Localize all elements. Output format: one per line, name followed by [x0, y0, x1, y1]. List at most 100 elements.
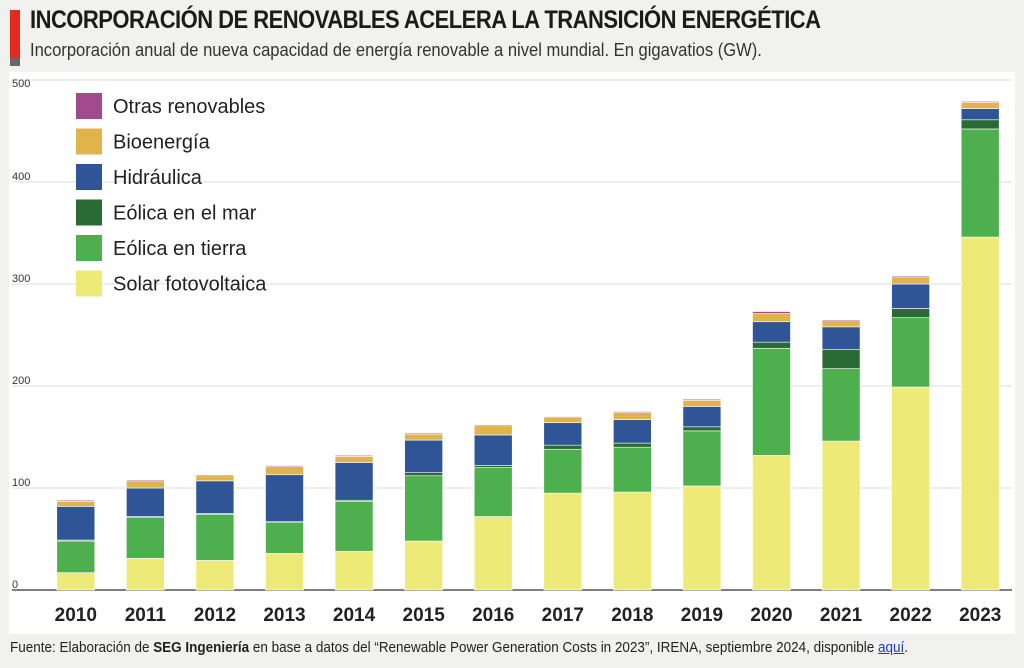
bar-segment: [56, 500, 96, 507]
bar-segment: [891, 283, 930, 309]
bar-segment: [56, 506, 96, 541]
bar-segment: [265, 466, 304, 476]
y-tick-label: 0: [12, 579, 18, 591]
bar-segment: [473, 424, 513, 427]
bar-segment: [334, 456, 374, 463]
legend-label: Bioenergía: [113, 132, 211, 154]
source-link[interactable]: aquí: [878, 640, 905, 656]
bar-segment: [821, 348, 861, 369]
bar-segment: [543, 444, 583, 450]
bar-segment: [682, 485, 722, 591]
bar-segment: [543, 448, 583, 494]
bar-segment: [126, 558, 165, 591]
footer-org: SEG Ingeniería: [153, 640, 250, 656]
chart-subtitle: Incorporación anual de nueva capacidad d…: [30, 40, 762, 60]
bar-segment: [752, 321, 791, 343]
legend-swatch: [76, 235, 102, 261]
bar-segment: [543, 492, 583, 591]
bar-segment: [126, 479, 165, 482]
x-tick-label: 2014: [333, 605, 376, 626]
bar-segment: [404, 433, 443, 441]
bar-segment: [195, 480, 235, 514]
y-tick-label: 300: [12, 273, 30, 285]
bar-segment: [334, 500, 374, 552]
bar-segment: [752, 313, 791, 323]
x-tick-label: 2015: [403, 605, 446, 626]
legend-label: Eólica en el mar: [113, 203, 257, 225]
bar-segment: [543, 422, 583, 446]
bar-segment: [195, 560, 235, 591]
footer-suffix: .: [904, 640, 909, 656]
bar-segment: [891, 308, 930, 318]
bar-segment: [195, 475, 235, 482]
bar-segment: [543, 417, 583, 424]
bar-segment: [195, 514, 235, 561]
legend-swatch: [76, 164, 102, 190]
bar-segment: [752, 341, 791, 349]
bar-segment: [682, 426, 722, 432]
x-tick-label: 2020: [750, 605, 792, 626]
bar-segment: [404, 540, 443, 591]
bar-segment: [613, 412, 652, 420]
bar-segment: [682, 430, 722, 487]
title-accent-bar: [10, 10, 20, 58]
legend-swatch: [76, 270, 102, 297]
legend-swatch: [76, 199, 102, 226]
bar-segment: [821, 319, 861, 322]
bar-segment: [960, 102, 1000, 109]
legend-swatch: [76, 93, 102, 119]
bar-segment: [891, 317, 930, 388]
y-tick-label: 200: [12, 375, 30, 387]
bar-segment: [473, 434, 513, 466]
bar-segment: [126, 487, 165, 517]
bar-segment: [56, 540, 96, 573]
y-tick-label: 500: [12, 78, 30, 90]
bar-segment: [613, 411, 652, 413]
source-footer: Fuente: Elaboración de SEG Ingeniería en…: [10, 640, 908, 656]
x-tick-label: 2016: [472, 605, 514, 626]
title-accent-bar-grey: [10, 58, 20, 66]
x-tick-label: 2022: [890, 605, 932, 626]
bar-segment: [752, 311, 791, 314]
x-tick-label: 2023: [959, 605, 1001, 626]
bar-segment: [682, 406, 722, 428]
bar-segment: [56, 572, 96, 591]
legend-label: Otras renovables: [113, 96, 265, 118]
bar-segment: [56, 499, 96, 502]
bar-segment: [960, 101, 1000, 103]
bar-segment: [960, 128, 1000, 238]
footer-prefix: Fuente: Elaboración de: [10, 640, 154, 656]
bar-segment: [404, 432, 443, 435]
bar-segment: [821, 368, 861, 442]
bar-segment: [334, 550, 374, 591]
x-tick-label: 2011: [125, 605, 167, 626]
bar-segment: [821, 440, 861, 591]
bar-segment: [682, 399, 722, 407]
bar-segment: [613, 419, 652, 444]
bar-segment: [891, 386, 930, 591]
bar-segment: [404, 439, 443, 473]
x-tick-label: 2012: [194, 605, 236, 626]
bar-segment: [473, 465, 513, 468]
legend-label: Hidráulica: [113, 167, 203, 189]
bar-segment: [334, 455, 374, 457]
legend-swatch: [76, 128, 102, 155]
legend-label: Solar fotovoltaica: [113, 274, 267, 296]
bar-segment: [473, 516, 513, 591]
bar-segment: [891, 275, 930, 278]
bar-segment: [891, 276, 930, 285]
bar-segment: [404, 472, 443, 477]
bar-segment: [752, 347, 791, 456]
x-tick-label: 2013: [263, 605, 305, 626]
legend-label: Eólica en tierra: [113, 238, 247, 260]
bar-segment: [613, 446, 652, 493]
x-tick-label: 2018: [611, 605, 653, 626]
y-tick-label: 100: [12, 477, 30, 489]
bar-segment: [821, 326, 861, 350]
bar-segment: [960, 236, 1000, 591]
bar-segment: [752, 455, 791, 591]
x-tick-label: 2010: [55, 605, 97, 626]
x-tick-label: 2017: [542, 605, 584, 626]
y-tick-label: 400: [12, 171, 30, 183]
